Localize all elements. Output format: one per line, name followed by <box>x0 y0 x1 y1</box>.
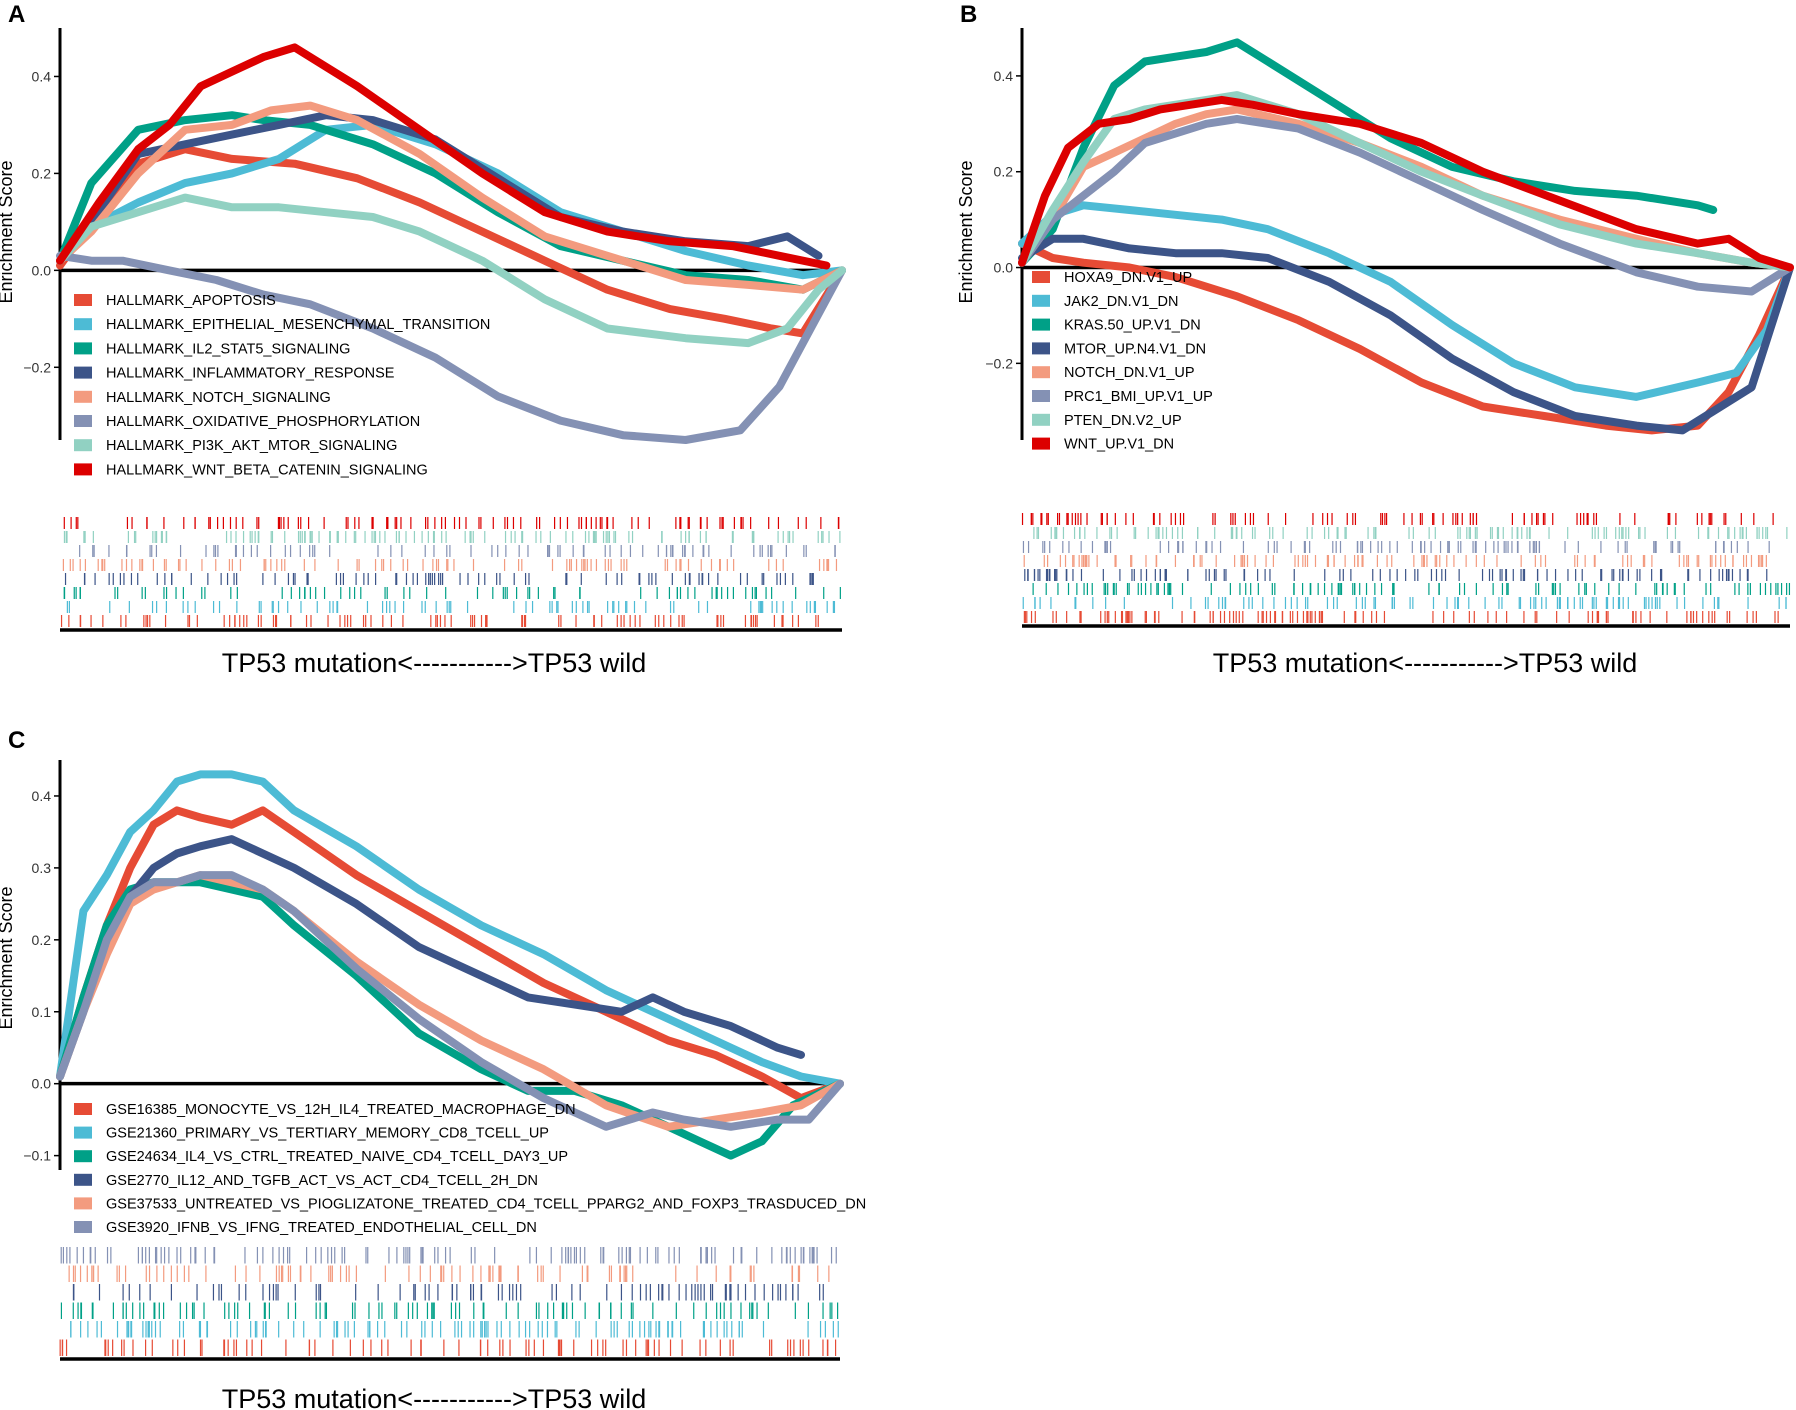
legend-swatch <box>74 1173 92 1186</box>
panel-b: B Enrichment Score −0.2 0.0 0.2 0.4 HOXA9_DN.V… <box>956 1 1794 678</box>
legend-label: KRAS.50_UP.V1_DN <box>1064 318 1201 334</box>
series-line-4 <box>1018 234 1794 435</box>
legend-label: GSE16385_MONOCYTE_VS_12H_IL4_TREATED_MAC… <box>106 1102 576 1118</box>
legend-label: JAK2_DN.V1_DN <box>1064 294 1178 310</box>
legend-label: GSE24634_IL4_VS_CTRL_TREATED_NAIVE_CD4_T… <box>106 1149 568 1165</box>
y-tick-label: −0.1 <box>23 1148 51 1164</box>
x-axis-label: TP53 mutation<----------->TP53 wild <box>1213 648 1638 678</box>
series-line-6 <box>1018 115 1794 296</box>
legend-swatch <box>74 439 92 452</box>
series-line-3 <box>1018 38 1718 267</box>
series-line-7 <box>56 193 846 348</box>
y-tick-label: 0.4 <box>32 788 52 804</box>
legend-label: HALLMARK_PI3K_AKT_MTOR_SIGNALING <box>106 438 397 454</box>
legend-swatch <box>74 318 92 331</box>
y-tick-label: 0.0 <box>32 1076 52 1092</box>
legend-swatch <box>74 390 92 403</box>
legend-label: MTOR_UP.N4.V1_DN <box>1064 341 1206 357</box>
y-axis-label: Enrichment Score <box>956 160 976 303</box>
legend-swatch <box>1032 318 1050 331</box>
legend-label: GSE21360_PRIMARY_VS_TERTIARY_MEMORY_CD8_… <box>106 1126 549 1142</box>
panel-c: C Enrichment Score −0.1 0.0 0.1 0.2 0.3 0.4 GSE1… <box>0 727 866 1410</box>
legend-swatch <box>74 366 92 379</box>
y-tick-label: 0.1 <box>32 1004 52 1020</box>
series-line-2 <box>1018 201 1794 401</box>
legend-swatch <box>1032 413 1050 426</box>
legend-swatch <box>74 1126 92 1139</box>
y-tick-label: −0.2 <box>985 355 1013 371</box>
series-line-8 <box>56 43 831 270</box>
series-line-3 <box>56 111 846 294</box>
series-line-5 <box>56 101 846 294</box>
y-axis-label: Enrichment Score <box>0 886 16 1029</box>
series-line-2 <box>56 120 846 280</box>
legend-label: GSE37533_UNTREATED_VS_PIOGLIZATONE_TREAT… <box>106 1196 866 1212</box>
y-tick-label: 0.2 <box>32 932 52 948</box>
legend-label: HALLMARK_EPITHELIAL_MESENCHYMAL_TRANSITI… <box>106 317 490 333</box>
legend-label: HALLMARK_INFLAMMATORY_RESPONSE <box>106 366 395 382</box>
legend-swatch <box>74 294 92 306</box>
y-axis-label: Enrichment Score <box>0 160 16 303</box>
y-tick-label: 0.4 <box>32 68 52 84</box>
legend-label: GSE2770_IL12_AND_TGFB_ACT_VS_ACT_CD4_TCE… <box>106 1173 538 1189</box>
y-tick-label: 0.2 <box>994 164 1014 180</box>
panel-label: C <box>8 727 25 754</box>
legend-swatch <box>1032 366 1050 379</box>
legend-label: HALLMARK_WNT_BETA_CATENIN_SIGNALING <box>106 462 428 478</box>
y-tick-label: 0.4 <box>994 68 1014 84</box>
x-axis-label: TP53 mutation<----------->TP53 wild <box>222 648 647 678</box>
legend-label: GSE3920_IFNB_VS_IFNG_TREATED_ENDOTHELIAL… <box>106 1220 537 1236</box>
legend-swatch <box>74 1197 92 1210</box>
legend-swatch <box>1032 294 1050 307</box>
series-line-6 <box>56 251 846 444</box>
y-tick-label: −0.2 <box>23 359 51 375</box>
legend-label: HALLMARK_APOPTOSIS <box>106 293 276 309</box>
panel-label: B <box>960 1 977 28</box>
legend-label: HALLMARK_NOTCH_SIGNALING <box>106 390 331 406</box>
series-line-1 <box>56 806 844 1103</box>
series-line-2 <box>56 770 844 1088</box>
legend-swatch <box>74 415 92 427</box>
panel-a: A Enrichment Score −0.2 0.0 0.2 0.4 HALLMARK_A… <box>0 1 846 678</box>
x-axis-label: TP53 mutation<----------->TP53 wild <box>222 1384 647 1410</box>
y-tick-label: 0.2 <box>32 165 52 181</box>
legend-label: HOXA9_DN.V1_UP <box>1064 270 1192 286</box>
y-tick-label: 0.0 <box>32 262 52 278</box>
series-line-5 <box>1018 105 1794 272</box>
legend-swatch <box>74 342 92 355</box>
legend-swatch <box>1032 342 1050 355</box>
series-line-8 <box>1018 95 1794 272</box>
legend-label: PRC1_BMI_UP.V1_UP <box>1064 389 1213 405</box>
y-tick-label: 0.0 <box>994 260 1014 276</box>
y-tick-label: 0.3 <box>32 860 52 876</box>
legend-label: HALLMARK_OXIDATIVE_PHOSPHORYLATION <box>106 414 420 430</box>
legend-swatch <box>74 1221 92 1233</box>
legend-label: HALLMARK_IL2_STAT5_SIGNALING <box>106 341 350 357</box>
legend-label: PTEN_DN.V2_UP <box>1064 413 1182 429</box>
legend-label: WNT_UP.V1_DN <box>1064 437 1174 453</box>
legend-swatch <box>74 1103 92 1115</box>
series-line-4 <box>56 835 805 1081</box>
panel-label: A <box>8 1 25 28</box>
legend-label: NOTCH_DN.V1_UP <box>1064 365 1195 381</box>
series-line-5 <box>56 871 844 1131</box>
legend-swatch <box>74 1150 92 1163</box>
legend-swatch <box>1032 271 1050 283</box>
legend-swatch <box>1032 390 1050 402</box>
series-line-6 <box>56 871 844 1131</box>
legend-swatch <box>1032 437 1050 450</box>
legend-swatch <box>74 463 92 476</box>
